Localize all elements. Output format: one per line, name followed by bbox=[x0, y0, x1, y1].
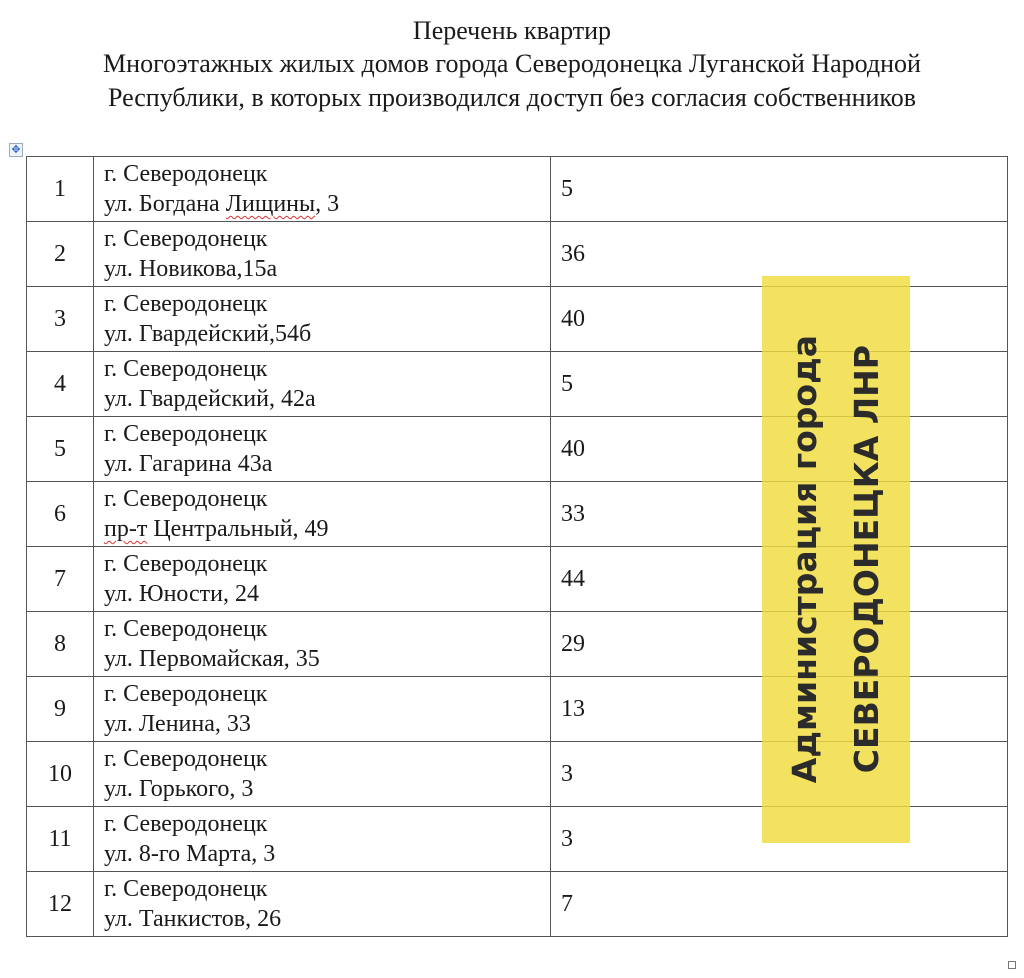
street: ул. 8-го Марта, 3 bbox=[104, 839, 540, 869]
street-prefix: ул. Танкистов, 26 bbox=[104, 906, 282, 932]
city: г. Северодонецк bbox=[104, 681, 268, 707]
row-number: 8 bbox=[26, 611, 94, 677]
city: г. Северодонецк bbox=[104, 876, 268, 902]
city: г. Северодонецк bbox=[104, 421, 268, 447]
table-row: 2 г. Северодонецк ул. Новикова,15а 36 bbox=[26, 221, 1008, 287]
street-suffix: Центральный, 49 bbox=[147, 516, 329, 542]
stamp-overlay: Администрация города СЕВЕРОДОНЕЦКА ЛНР bbox=[762, 276, 910, 843]
street-prefix: ул. Гвардейский,54б bbox=[104, 321, 312, 347]
address-cell: г. Северодонецк ул. Юности, 24 bbox=[93, 546, 551, 612]
street-prefix: ул. Ленина, 33 bbox=[104, 711, 251, 737]
address-cell: г. Северодонецк ул. Гвардейский, 42а bbox=[93, 351, 551, 417]
title-line-3: Республики, в которых производился досту… bbox=[107, 83, 917, 112]
street: ул. Гвардейский, 42а bbox=[104, 384, 540, 414]
title-line-1: Перечень квартир bbox=[412, 16, 612, 45]
street: ул. Гагарина 43а bbox=[104, 449, 540, 479]
city: г. Северодонецк bbox=[104, 811, 268, 837]
row-number: 3 bbox=[26, 286, 94, 352]
apartment-count: 7 bbox=[550, 871, 1008, 937]
row-number: 6 bbox=[26, 481, 94, 547]
city: г. Северодонецк bbox=[104, 291, 268, 317]
address-cell: г. Северодонецк ул. Новикова,15а bbox=[93, 221, 551, 287]
stamp-text: Администрация города СЕВЕРОДОНЕЦКА ЛНР bbox=[774, 335, 898, 783]
street-prefix: ул. Юности, 24 bbox=[104, 581, 260, 607]
address-cell: г. Северодонецк ул. Танкистов, 26 bbox=[93, 871, 551, 937]
street: пр-т Центральный, 49 bbox=[104, 514, 540, 544]
street: ул. Юности, 24 bbox=[104, 579, 540, 609]
row-number: 10 bbox=[26, 741, 94, 807]
address-cell: г. Северодонецк ул. Ленина, 33 bbox=[93, 676, 551, 742]
street: ул. Первомайская, 35 bbox=[104, 644, 540, 674]
street-prefix: ул. Горького, 3 bbox=[104, 776, 254, 802]
row-number: 1 bbox=[26, 156, 94, 222]
city: г. Северодонецк bbox=[104, 356, 268, 382]
row-number: 2 bbox=[26, 221, 94, 287]
city: г. Северодонецк bbox=[104, 746, 268, 772]
address-cell: г. Северодонецк ул. Горького, 3 bbox=[93, 741, 551, 807]
title-line-2: Многоэтажных жилых домов города Северодо… bbox=[103, 49, 921, 78]
address-cell: г. Северодонецк ул. Первомайская, 35 bbox=[93, 611, 551, 677]
street: ул. Богдана Лищины, 3 bbox=[104, 189, 540, 219]
apartment-count: 5 bbox=[550, 156, 1008, 222]
row-number: 11 bbox=[26, 806, 94, 872]
city: г. Северодонецк bbox=[104, 486, 268, 512]
city: г. Северодонецк bbox=[104, 551, 268, 577]
row-number: 5 bbox=[26, 416, 94, 482]
row-number: 9 bbox=[26, 676, 94, 742]
street-spellcheck-word: пр-т bbox=[104, 516, 148, 542]
table-row: 7 г. Северодонецк ул. Юности, 24 44 bbox=[26, 546, 1008, 612]
address-cell: г. Северодонецк ул. Богдана Лищины, 3 bbox=[93, 156, 551, 222]
table-move-icon[interactable]: ✥ bbox=[9, 143, 23, 157]
address-cell: г. Северодонецк ул. 8-го Марта, 3 bbox=[93, 806, 551, 872]
street-prefix: ул. Новикова,15а bbox=[104, 256, 278, 282]
street-prefix: ул. 8-го Марта, 3 bbox=[104, 841, 276, 867]
city: г. Северодонецк bbox=[104, 226, 268, 252]
street: ул. Ленина, 33 bbox=[104, 709, 540, 739]
street-prefix: ул. Богдана bbox=[104, 191, 226, 217]
stamp-line-2: СЕВЕРОДОНЕЦКА ЛНР bbox=[847, 345, 886, 774]
street-suffix: , 3 bbox=[315, 191, 340, 217]
street: ул. Гвардейский,54б bbox=[104, 319, 540, 349]
street-prefix: ул. Гагарина 43а bbox=[104, 451, 273, 477]
street-prefix: ул. Гвардейский, 42а bbox=[104, 386, 316, 412]
city: г. Северодонецк bbox=[104, 161, 268, 187]
table-resize-handle[interactable] bbox=[1008, 961, 1016, 969]
city: г. Северодонецк bbox=[104, 616, 268, 642]
stamp-line-1: Администрация города bbox=[785, 335, 824, 784]
street-prefix: ул. Первомайская, 35 bbox=[104, 646, 320, 672]
street: ул. Горького, 3 bbox=[104, 774, 540, 804]
row-number: 4 bbox=[26, 351, 94, 417]
row-number: 12 bbox=[26, 871, 94, 937]
table-row: 12 г. Северодонецк ул. Танкистов, 26 7 bbox=[26, 871, 1008, 937]
street: ул. Новикова,15а bbox=[104, 254, 540, 284]
street: ул. Танкистов, 26 bbox=[104, 904, 540, 934]
address-cell: г. Северодонецк ул. Гагарина 43а bbox=[93, 416, 551, 482]
address-cell: г. Северодонецк ул. Гвардейский,54б bbox=[93, 286, 551, 352]
address-cell: г. Северодонецк пр-т Центральный, 49 bbox=[93, 481, 551, 547]
row-number: 7 bbox=[26, 546, 94, 612]
street-spellcheck-word: Лищины bbox=[225, 191, 316, 217]
